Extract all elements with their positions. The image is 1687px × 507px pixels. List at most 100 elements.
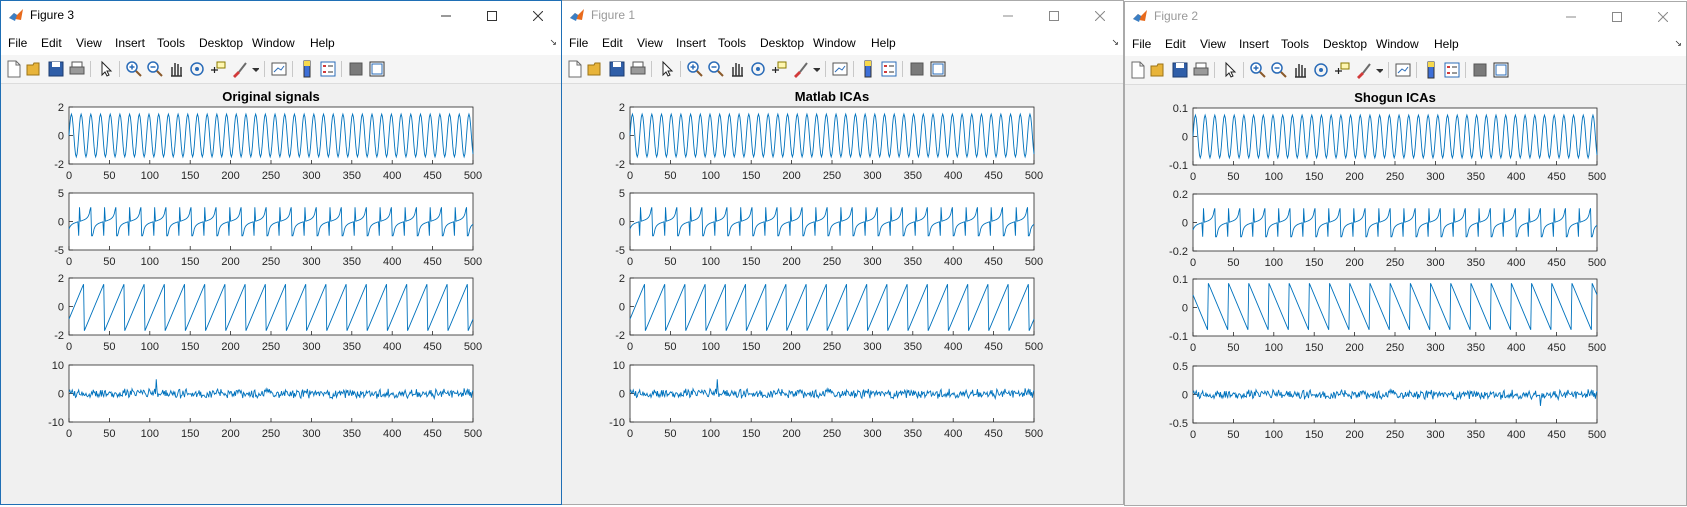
menu-desktop[interactable]: Desktop <box>199 36 244 50</box>
zoom-in-button[interactable] <box>125 60 143 78</box>
menu-file[interactable]: File <box>1132 37 1152 51</box>
pointer-button[interactable] <box>658 60 676 78</box>
save-button[interactable] <box>47 60 65 78</box>
data-cursor-button[interactable] <box>770 60 788 78</box>
pointer-button[interactable] <box>1221 61 1239 79</box>
menu-insert[interactable]: Insert <box>1239 37 1270 51</box>
maximize-button[interactable] <box>1594 2 1640 32</box>
minimize-button[interactable] <box>423 1 469 31</box>
menu-desktop[interactable]: Desktop <box>760 36 805 50</box>
data-cursor-button[interactable] <box>209 60 227 78</box>
print-button[interactable] <box>629 60 647 78</box>
zoom-in-button[interactable] <box>686 60 704 78</box>
show-plot-tools-button[interactable] <box>1492 61 1510 79</box>
open-folder-button[interactable] <box>1150 61 1168 79</box>
dock-arrow-icon[interactable]: ↘ <box>1111 37 1119 47</box>
hide-plot-tools-button[interactable] <box>908 60 926 78</box>
title-bar[interactable]: Figure 2 <box>1125 2 1686 32</box>
hide-plot-tools-button[interactable] <box>1471 61 1489 79</box>
link-plot-button[interactable] <box>270 60 288 78</box>
menu-insert[interactable]: Insert <box>676 36 707 50</box>
close-button[interactable] <box>1077 1 1123 31</box>
menu-desktop[interactable]: Desktop <box>1323 37 1368 51</box>
dropdown-arrow-button[interactable] <box>1371 61 1383 79</box>
save-button[interactable] <box>1171 61 1189 79</box>
title-bar[interactable]: Figure 3 <box>1 1 561 31</box>
figure-window[interactable]: Figure 1 File Edit View Insert Tools Desktop W… <box>562 0 1124 505</box>
title-bar[interactable]: Figure 1 <box>562 1 1123 31</box>
menu-tools[interactable]: Tools <box>718 36 747 50</box>
zoom-out-button[interactable] <box>1270 61 1288 79</box>
menu-window[interactable]: Window <box>1376 37 1419 51</box>
show-plot-tools-button[interactable] <box>929 60 947 78</box>
menu-window[interactable]: Window <box>813 36 856 50</box>
legend-button[interactable] <box>319 60 337 78</box>
minimize-button[interactable] <box>1548 2 1594 32</box>
rotate-3d-button[interactable] <box>1312 61 1330 79</box>
menu-help[interactable]: Help <box>310 36 335 50</box>
brush-button[interactable] <box>230 60 248 78</box>
colorbar-button[interactable] <box>859 60 877 78</box>
rotate-3d-button[interactable] <box>749 60 767 78</box>
menu-window[interactable]: Window <box>252 36 295 50</box>
link-plot-button[interactable] <box>1394 61 1412 79</box>
pointer-button[interactable] <box>97 60 115 78</box>
subplot-axes[interactable]: -0.200.20 50 100 150 200 250 300 350 400 450 500 <box>1169 189 1606 269</box>
print-button[interactable] <box>68 60 86 78</box>
data-cursor-button[interactable] <box>1333 61 1351 79</box>
new-file-button[interactable] <box>566 60 584 78</box>
menu-file[interactable]: File <box>8 36 28 50</box>
pan-button[interactable] <box>167 60 185 78</box>
figure-window[interactable]: Figure 2 File Edit View Insert Tools Desktop W… <box>1124 1 1687 506</box>
zoom-out-button[interactable] <box>707 60 725 78</box>
dropdown-arrow-button[interactable] <box>247 60 259 78</box>
menu-file[interactable]: File <box>569 36 589 50</box>
legend-button[interactable] <box>880 60 898 78</box>
close-button[interactable] <box>1640 2 1686 32</box>
menu-view[interactable]: View <box>76 36 102 50</box>
menu-view[interactable]: View <box>1200 37 1226 51</box>
colorbar-button[interactable] <box>298 60 316 78</box>
new-file-button[interactable] <box>1129 61 1147 79</box>
menu-insert[interactable]: Insert <box>115 36 146 50</box>
show-plot-tools-button[interactable] <box>368 60 386 78</box>
legend-button[interactable] <box>1443 61 1461 79</box>
close-button[interactable] <box>515 1 561 31</box>
subplot-axes[interactable]: -0.100.10 50 100 150 200 250 300 350 400 450 500 <box>1169 274 1606 354</box>
subplot-axes[interactable]: -0.100.10 50 100 150 200 250 300 350 400 450 500 <box>1169 103 1606 183</box>
open-folder-button[interactable] <box>26 60 44 78</box>
new-file-button[interactable] <box>5 60 23 78</box>
menu-help[interactable]: Help <box>1434 37 1459 51</box>
menu-view[interactable]: View <box>637 36 663 50</box>
dock-arrow-icon[interactable]: ↘ <box>549 37 557 47</box>
pan-button[interactable] <box>1291 61 1309 79</box>
menu-edit[interactable]: Edit <box>1165 37 1186 51</box>
hide-plot-tools-button[interactable] <box>347 60 365 78</box>
menu-edit[interactable]: Edit <box>41 36 62 50</box>
print-button[interactable] <box>1192 61 1210 79</box>
zoom-in-button[interactable] <box>1249 61 1267 79</box>
menu-edit[interactable]: Edit <box>602 36 623 50</box>
rotate-3d-button[interactable] <box>188 60 206 78</box>
menu-help[interactable]: Help <box>871 36 896 50</box>
open-folder-button[interactable] <box>587 60 605 78</box>
zoom-out-button[interactable] <box>146 60 164 78</box>
subplot-axes[interactable]: -0.500.50 50 100 150 200 250 300 350 400 450 500 <box>1169 361 1606 441</box>
menu-tools[interactable]: Tools <box>1281 37 1310 51</box>
colorbar-button[interactable] <box>1422 61 1440 79</box>
figure-window[interactable]: Figure 3 File Edit View Insert Tools Desktop W… <box>0 0 562 505</box>
minimize-button[interactable] <box>985 1 1031 31</box>
brush-button[interactable] <box>791 60 809 78</box>
link-plot-button[interactable] <box>831 60 849 78</box>
pan-button[interactable] <box>728 60 746 78</box>
maximize-button[interactable] <box>469 1 515 31</box>
save-button[interactable] <box>608 60 626 78</box>
